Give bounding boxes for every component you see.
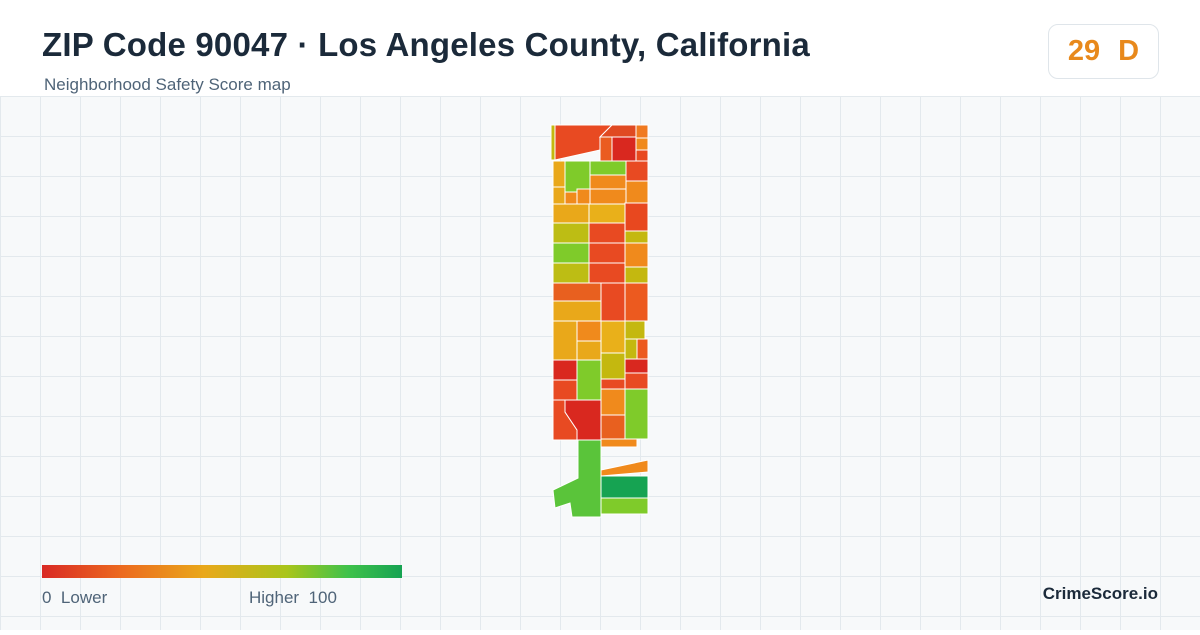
- map-block: [635, 137, 649, 151]
- map-block: [625, 160, 649, 182]
- map-block: [552, 203, 590, 224]
- map-block: [624, 388, 649, 440]
- map-block: [576, 320, 602, 342]
- legend-low-label: 0 Lower: [42, 588, 107, 608]
- score-value: 29: [1067, 35, 1101, 67]
- map-block: [624, 242, 649, 268]
- map-block: [624, 266, 649, 284]
- map-block: [552, 262, 590, 284]
- map-block: [600, 475, 649, 499]
- map-block: [552, 379, 578, 401]
- map-block: [635, 149, 649, 163]
- legend-max-value: 100: [308, 588, 337, 607]
- map-block: [624, 320, 646, 340]
- map-block: [600, 388, 626, 416]
- neighborhood-blocks: [550, 124, 649, 518]
- map-block: [576, 188, 591, 205]
- map-block: [611, 136, 637, 162]
- map-block: [552, 439, 602, 518]
- map-block: [576, 340, 602, 361]
- map-block: [600, 352, 626, 380]
- map-block: [552, 186, 566, 205]
- legend-high-label: Higher 100: [249, 588, 337, 608]
- header: [0, 0, 1200, 96]
- map-block: [600, 320, 626, 354]
- map-block: [624, 338, 638, 360]
- score-grade: D: [1118, 35, 1140, 67]
- map-block: [588, 203, 626, 224]
- map-block: [624, 358, 649, 374]
- map-block: [588, 242, 626, 264]
- map-block: [589, 188, 627, 205]
- map-block: [600, 414, 626, 440]
- map-block: [624, 202, 649, 232]
- legend-min-label: Lower: [60, 588, 108, 607]
- map-block: [624, 230, 649, 244]
- map-block: [552, 160, 566, 188]
- legend-min-value: 0: [42, 588, 52, 607]
- map-block: [552, 300, 602, 322]
- map-block: [600, 497, 649, 515]
- map-block: [550, 124, 556, 161]
- map-block: [552, 359, 578, 381]
- map-block: [564, 399, 602, 441]
- map-block: [624, 372, 649, 390]
- map-block: [588, 262, 626, 284]
- map-block: [624, 282, 649, 322]
- map-block: [552, 320, 578, 361]
- page-subtitle: Neighborhood Safety Score map: [44, 75, 291, 94]
- legend-color-bar: [42, 565, 402, 578]
- map-block: [564, 191, 578, 205]
- brand-logo-text[interactable]: CrimeScore.io: [1042, 584, 1158, 603]
- map-block: [552, 222, 590, 244]
- map-block: [600, 282, 626, 322]
- score-badge: 29 D: [1048, 24, 1159, 79]
- map-block: [600, 378, 626, 390]
- map-block: [625, 180, 649, 204]
- map-block: [599, 136, 613, 162]
- map-block: [600, 438, 638, 448]
- map-block: [552, 242, 590, 264]
- map-block: [552, 282, 602, 302]
- map-block: [635, 124, 649, 139]
- map-block: [576, 359, 602, 401]
- map-block: [589, 160, 627, 176]
- map-block: [636, 338, 649, 360]
- map-block: [589, 174, 627, 190]
- map-block: [600, 459, 649, 477]
- legend-max-label: Higher: [249, 588, 300, 607]
- page-title: ZIP Code 90047 · Los Angeles County, Cal…: [42, 26, 810, 63]
- map-block: [588, 222, 626, 244]
